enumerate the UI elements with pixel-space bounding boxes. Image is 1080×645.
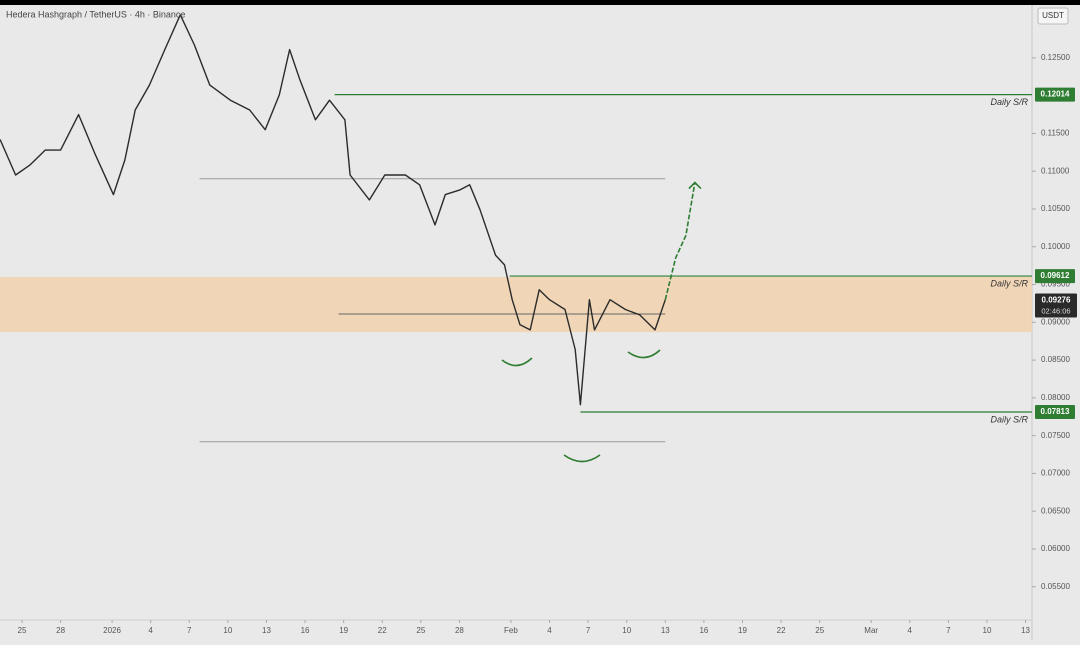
sr-level-label: 0.12014	[1041, 90, 1070, 99]
currency[interactable]: USDT	[1042, 11, 1064, 20]
countdown: 02:46:06	[1041, 306, 1070, 315]
x-tick-label: 19	[738, 626, 747, 635]
y-tick-label: 0.06500	[1041, 506, 1070, 515]
last-price-box	[1035, 293, 1077, 318]
x-tick-label: 2026	[103, 626, 121, 635]
top-bar	[0, 0, 1080, 5]
x-tick-label: Mar	[864, 626, 878, 635]
sr-level-text: Daily S/R	[990, 97, 1028, 107]
x-tick-label: 25	[815, 626, 824, 635]
pattern-curve	[627, 349, 661, 359]
chart-title: Hedera Hashgraph / TetherUS · 4h · Binan…	[6, 9, 185, 19]
x-tick-label: 25	[18, 626, 27, 635]
x-tick-label: 7	[586, 626, 591, 635]
x-tick-label: 13	[1021, 626, 1030, 635]
y-tick-label: 0.08500	[1041, 355, 1070, 364]
x-tick-label: 10	[983, 626, 992, 635]
x-tick-label: 4	[908, 626, 913, 635]
sr-level-text: Daily S/R	[990, 414, 1028, 424]
x-tick-label: Feb	[504, 626, 518, 635]
x-tick-label: 22	[378, 626, 387, 635]
x-tick-label: 4	[547, 626, 552, 635]
x-tick-label: 10	[622, 626, 631, 635]
x-tick-label: 19	[339, 626, 348, 635]
y-tick-label: 0.10000	[1041, 242, 1070, 251]
y-tick-label: 0.07500	[1041, 431, 1070, 440]
sr-level-label: 0.07813	[1041, 407, 1070, 416]
x-tick-label: 28	[56, 626, 65, 635]
pattern-curve	[501, 357, 533, 367]
sr-level-box	[1035, 405, 1075, 420]
x-tick-label: 25	[416, 626, 425, 635]
price-line	[0, 14, 666, 406]
y-tick-label: 0.09000	[1041, 317, 1070, 326]
x-tick-label: 22	[777, 626, 786, 635]
x-tick-label: 7	[946, 626, 951, 635]
x-tick-label: 13	[661, 626, 670, 635]
y-tick-label: 0.10500	[1041, 204, 1070, 213]
sr-zone	[0, 276, 1032, 333]
sr-level-label: 0.09612	[1041, 271, 1070, 280]
x-tick-label: 4	[148, 626, 153, 635]
projection-arrowhead	[688, 181, 702, 190]
last-price-label: 0.09276	[1042, 296, 1071, 305]
x-tick-label: 7	[187, 626, 192, 635]
x-tick-label: 16	[699, 626, 708, 635]
y-tick-label: 0.06000	[1041, 544, 1070, 553]
y-tick-label: 0.12500	[1041, 53, 1070, 62]
x-tick-label: 16	[301, 626, 310, 635]
projection	[664, 182, 696, 300]
y-tick-label: 0.09500	[1041, 280, 1070, 289]
y-tick-label: 0.05500	[1041, 582, 1070, 591]
currency-box[interactable]	[1037, 7, 1069, 25]
y-tick-label: 0.11000	[1041, 166, 1070, 175]
x-tick-label: 10	[223, 626, 232, 635]
y-tick-label: 0.11500	[1041, 129, 1070, 138]
sr-level-box	[1035, 87, 1075, 102]
x-tick-label: 13	[262, 626, 271, 635]
sr-level-box	[1035, 269, 1075, 284]
x-tick-label: 28	[455, 626, 464, 635]
y-tick-label: 0.07000	[1041, 469, 1070, 478]
sr-level-text: Daily S/R	[990, 278, 1028, 288]
pattern-curve	[563, 454, 601, 463]
y-tick-label: 0.08000	[1041, 393, 1070, 402]
